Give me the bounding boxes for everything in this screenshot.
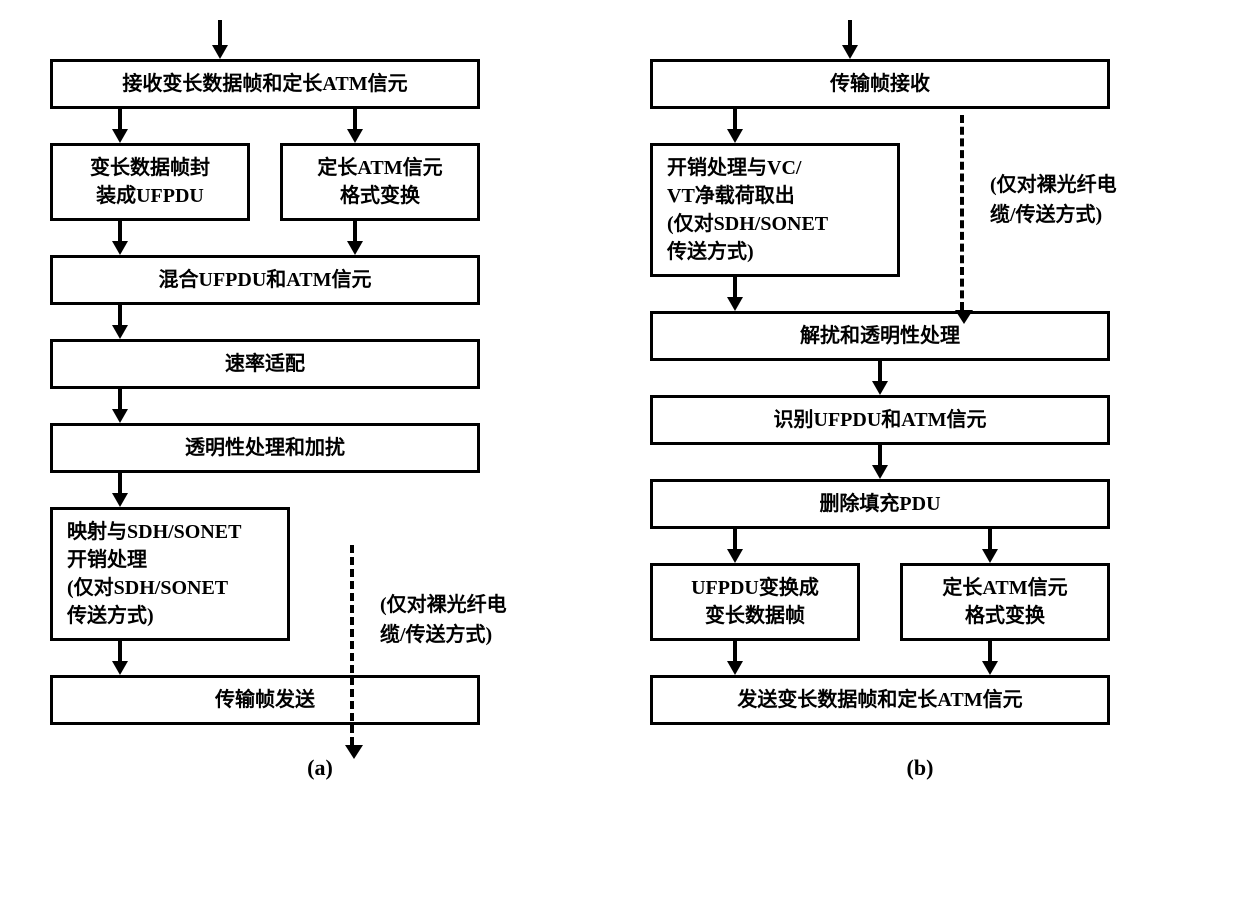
box-mix: 混合UFPDU和ATM信元 xyxy=(50,255,480,305)
caption-a: (a) xyxy=(50,755,590,781)
box-descramble: 解扰和透明性处理 xyxy=(650,311,1110,361)
annotation-b: (仅对裸光纤电 缆/传送方式) xyxy=(990,170,1117,230)
bypass-arrow-a xyxy=(350,545,354,745)
annotation-a: (仅对裸光纤电 缆/传送方式) xyxy=(380,590,507,650)
box-overhead: 开销处理与VC/ VT净载荷取出 (仅对SDH/SONET 传送方式) xyxy=(650,143,900,277)
box-transparency: 透明性处理和加扰 xyxy=(50,423,480,473)
box-atm-conv: 定长ATM信元 格式变换 xyxy=(900,563,1110,641)
box-format-conv-a: 定长ATM信元 格式变换 xyxy=(280,143,480,221)
box-send-b: 发送变长数据帧和定长ATM信元 xyxy=(650,675,1110,725)
flowchart-a: 接收变长数据帧和定长ATM信元 变长数据帧封 装成UFPDU 定长ATM信元 格… xyxy=(50,20,590,781)
box-receive-a: 接收变长数据帧和定长ATM信元 xyxy=(50,59,480,109)
box-delete: 删除填充PDU xyxy=(650,479,1110,529)
box-identify: 识别UFPDU和ATM信元 xyxy=(650,395,1110,445)
box-receive-b: 传输帧接收 xyxy=(650,59,1110,109)
flowchart-b: 传输帧接收 开销处理与VC/ VT净载荷取出 (仅对SDH/SONET 传送方式… xyxy=(650,20,1190,781)
box-encap: 变长数据帧封 装成UFPDU xyxy=(50,143,250,221)
box-mapping: 映射与SDH/SONET 开销处理 (仅对SDH/SONET 传送方式) xyxy=(50,507,290,641)
box-send-a: 传输帧发送 xyxy=(50,675,480,725)
box-ufpdu-conv: UFPDU变换成 变长数据帧 xyxy=(650,563,860,641)
bypass-arrow-b xyxy=(960,115,964,310)
caption-b: (b) xyxy=(650,755,1190,781)
box-rate: 速率适配 xyxy=(50,339,480,389)
